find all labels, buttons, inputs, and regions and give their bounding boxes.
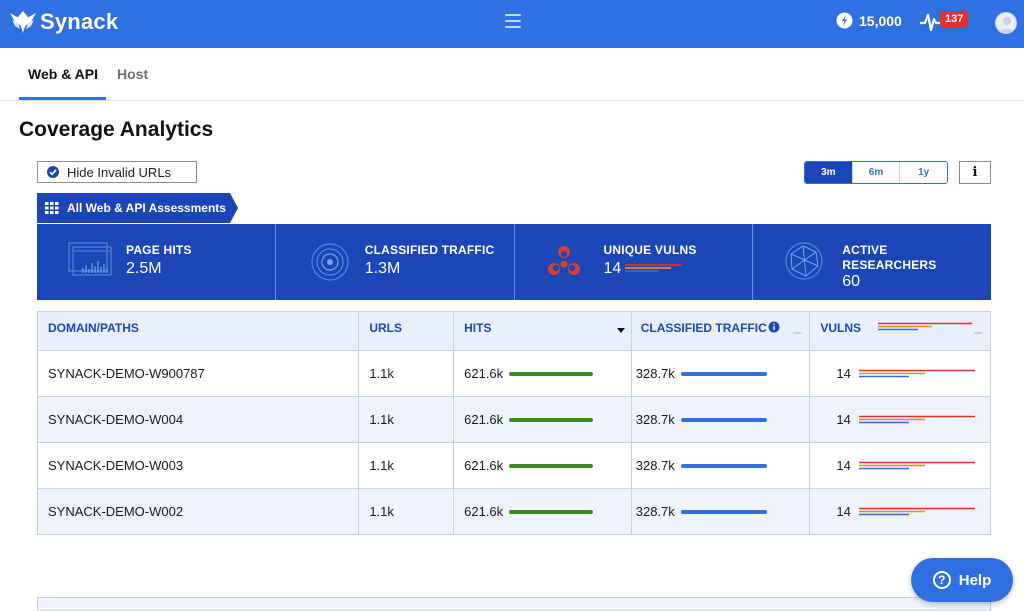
range-1y-button[interactable]: 1y xyxy=(899,162,947,183)
range-3m-button[interactable]: 3m xyxy=(805,162,852,183)
assessment-filter-label: All Web & API Assessments xyxy=(67,201,226,215)
coverage-table: DOMAIN/PATHS URLS HITS CLASSIFIED TRAFFI… xyxy=(37,311,991,535)
stat-unique-vulns-value: 14 xyxy=(603,260,622,277)
active-tab-indicator xyxy=(19,97,106,100)
stat-active-researchers: ACTIVE RESEARCHERS 60 xyxy=(752,224,991,300)
stat-unique-vulns: UNIQUE VULNS 14 xyxy=(513,224,753,300)
vulns-sparkline xyxy=(858,415,975,423)
stats-banner: PAGE HITS 2.5M CLASSIFIED TRAFFIC 1.3M U… xyxy=(37,224,991,300)
page-title: Coverage Analytics xyxy=(19,118,214,141)
activity-pulse-icon[interactable] xyxy=(920,11,944,33)
tab-host[interactable]: Host xyxy=(117,66,149,82)
stat-classified-traffic: CLASSIFIED TRAFFIC 1.3M xyxy=(274,224,514,300)
sort-descending-icon[interactable] xyxy=(616,328,625,333)
grid-icon xyxy=(45,202,59,214)
stat-active-researchers-label: ACTIVE RESEARCHERS xyxy=(842,243,937,272)
user-avatar-icon xyxy=(999,17,1015,33)
tab-web-api[interactable]: Web & API xyxy=(28,66,99,82)
hits-cell: 621.6k xyxy=(453,489,631,534)
urls-cell: 1.1k xyxy=(358,351,453,396)
urls-cell: 1.1k xyxy=(358,489,453,534)
column-header-hits[interactable]: HITS xyxy=(453,312,631,350)
info-button[interactable]: i xyxy=(959,161,991,184)
points-value: 15,000 xyxy=(859,12,902,29)
stat-active-researchers-value: 60 xyxy=(842,273,861,290)
hide-invalid-urls-label: Hide Invalid URLs xyxy=(67,164,172,180)
stat-page-hits: PAGE HITS 2.5M xyxy=(37,224,275,300)
user-avatar[interactable] xyxy=(995,12,1017,34)
hits-bar xyxy=(509,371,594,376)
traffic-bar xyxy=(680,509,767,514)
traffic-bar xyxy=(680,371,767,376)
hits-bar xyxy=(509,463,594,468)
vulns-severity-sparkline xyxy=(624,264,681,272)
urls-cell: 1.1k xyxy=(358,443,453,488)
hits-cell: 621.6k xyxy=(453,397,631,442)
traffic-bar xyxy=(680,463,767,468)
synack-logo[interactable]: Synack xyxy=(8,8,118,36)
column-header-vulns[interactable]: VULNS xyxy=(809,312,990,350)
traffic-cell: 328.7k xyxy=(630,397,810,442)
traffic-bar xyxy=(680,417,767,422)
secondary-panel-edge xyxy=(37,597,991,611)
table-header-row: DOMAIN/PATHS URLS HITS CLASSIFIED TRAFFI… xyxy=(38,312,990,350)
synack-wings-icon xyxy=(10,11,36,33)
vulns-sparkline xyxy=(858,369,975,377)
hits-cell: 621.6k xyxy=(453,443,631,488)
traffic-cell: 328.7k xyxy=(630,443,810,488)
domain-cell[interactable]: SYNACK-DEMO-W003 xyxy=(48,458,184,473)
vulns-cell: 14 xyxy=(809,351,990,396)
sort-handle-icon[interactable] xyxy=(793,332,802,334)
table-row[interactable]: SYNACK-DEMO-W900787 1.1k 621.6k 328.7k 1… xyxy=(38,350,990,396)
hits-bar xyxy=(509,509,594,514)
sort-handle-icon[interactable] xyxy=(973,332,982,334)
range-6m-button[interactable]: 6m xyxy=(851,162,900,183)
help-label: Help xyxy=(958,571,992,589)
biohazard-icon xyxy=(547,246,580,275)
traffic-cell: 328.7k xyxy=(630,351,810,396)
vulns-cell: 14 xyxy=(809,443,990,488)
alerts-count-badge[interactable]: 137 xyxy=(940,11,969,27)
column-header-urls[interactable]: URLS xyxy=(358,312,453,350)
network-icon xyxy=(785,242,823,280)
vulns-sparkline xyxy=(858,461,975,469)
stat-page-hits-value: 2.5M xyxy=(126,260,162,277)
stat-classified-traffic-label: CLASSIFIED TRAFFIC xyxy=(364,243,495,257)
vulns-sparkline xyxy=(858,507,975,515)
hamburger-icon[interactable] xyxy=(505,14,521,28)
check-circle-icon xyxy=(47,166,59,178)
stat-classified-traffic-value: 1.3M xyxy=(364,260,401,277)
traffic-cell: 328.7k xyxy=(630,489,810,534)
traffic-icon xyxy=(311,243,349,281)
page-hits-icon xyxy=(68,242,112,276)
table-row[interactable]: SYNACK-DEMO-W003 1.1k 621.6k 328.7k 14 xyxy=(38,442,990,488)
urls-cell: 1.1k xyxy=(358,397,453,442)
table-row[interactable]: SYNACK-DEMO-W004 1.1k 621.6k 328.7k 14 xyxy=(38,396,990,442)
product-tabs: Web & API Host xyxy=(0,48,1024,101)
domain-cell[interactable]: SYNACK-DEMO-W900787 xyxy=(48,366,205,381)
info-circle-icon[interactable] xyxy=(768,321,780,333)
hide-invalid-urls-toggle[interactable]: Hide Invalid URLs xyxy=(37,161,197,183)
stat-page-hits-label: PAGE HITS xyxy=(126,243,192,257)
help-button[interactable]: ? Help xyxy=(911,558,1013,602)
vulns-cell: 14 xyxy=(809,489,990,534)
column-header-traffic[interactable]: CLASSIFIED TRAFFIC xyxy=(630,312,810,350)
hits-bar xyxy=(509,417,594,422)
points-coin-icon xyxy=(836,12,853,29)
logo-text: Synack xyxy=(40,9,119,34)
top-bar: Synack 15,000 137 xyxy=(0,0,1024,48)
domain-cell[interactable]: SYNACK-DEMO-W004 xyxy=(48,412,184,427)
table-row[interactable]: SYNACK-DEMO-W002 1.1k 621.6k 328.7k 14 xyxy=(38,488,990,534)
question-icon: ? xyxy=(932,571,951,589)
stat-unique-vulns-label: UNIQUE VULNS xyxy=(603,243,697,257)
vulns-cell: 14 xyxy=(809,397,990,442)
domain-cell[interactable]: SYNACK-DEMO-W002 xyxy=(48,504,184,519)
vulns-header-sparkline xyxy=(878,322,973,331)
points-display[interactable]: 15,000 xyxy=(836,12,902,29)
assessment-filter[interactable]: All Web & API Assessments xyxy=(37,193,238,223)
hits-cell: 621.6k xyxy=(453,351,631,396)
column-header-domain[interactable]: DOMAIN/PATHS xyxy=(48,321,139,335)
time-range-selector: 3m 6m 1y xyxy=(804,161,948,184)
